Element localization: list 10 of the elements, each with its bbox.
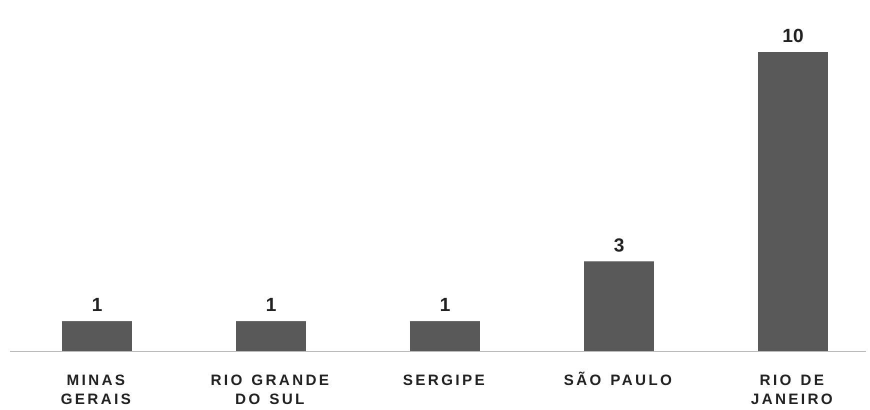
data-label: 1	[266, 295, 277, 316]
x-tick-label: SERGIPE	[402, 372, 488, 389]
data-label: 1	[440, 295, 451, 316]
data-label: 1	[92, 295, 103, 316]
x-tick-label: MINAS GERAIS	[60, 372, 134, 408]
x-tick-label: RIO DE JANEIRO	[750, 372, 836, 408]
x-tick-label: SÃO PAULO	[564, 371, 674, 389]
data-label: 3	[614, 235, 624, 256]
x-tick-label: RIO GRANDE DO SUL	[210, 372, 332, 408]
data-label: 10	[782, 26, 804, 47]
